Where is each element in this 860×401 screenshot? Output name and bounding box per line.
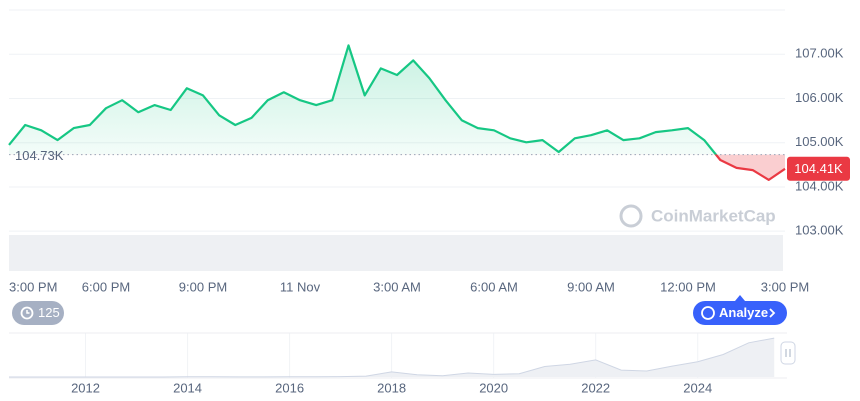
badge[interactable]: 125 <box>12 301 64 325</box>
y-tick-label: 106.00K <box>795 90 844 105</box>
navigator-area <box>9 338 775 377</box>
navigator-tick-label: 2022 <box>581 380 610 395</box>
x-tick-label: 6:00 AM <box>470 279 518 294</box>
x-tick-label: 3:00 AM <box>373 279 421 294</box>
watermark: CoinMarketCap <box>619 204 776 228</box>
x-tick-label: 11 Nov <box>280 279 321 294</box>
x-tick-label: 6:00 PM <box>82 279 130 294</box>
area-fill <box>9 45 785 180</box>
clock-icon <box>20 306 34 320</box>
y-tick-label: 104.00K <box>795 178 844 193</box>
watermark-logo <box>619 204 643 228</box>
navigator-tick-label: 2012 <box>71 380 100 395</box>
y-tick-label: 105.00K <box>795 134 844 149</box>
navigator-tick-label: 2016 <box>275 380 304 395</box>
x-tick-label: 12:00 PM <box>660 279 716 294</box>
clock-hand <box>26 310 30 314</box>
button-icon <box>701 306 715 320</box>
x-tick-label: 3:00 PM <box>9 279 57 294</box>
x-tick-label: 3:00 PM <box>761 279 809 294</box>
reference-label: 104.73K <box>15 148 64 163</box>
y-tick-label: 107.00K <box>795 46 844 61</box>
x-tick-label: 9:00 PM <box>179 279 227 294</box>
handle-grip <box>785 349 791 357</box>
button-pointer <box>735 295 745 301</box>
x-tick-label: 9:00 AM <box>567 279 615 294</box>
button-text[interactable]: Analyze <box>719 305 768 320</box>
analyze-button[interactable]: Analyze <box>693 295 787 325</box>
y-tick-label: 103.00K <box>795 223 844 238</box>
current-price-label: 104.41K <box>794 161 843 176</box>
button-bg[interactable] <box>693 301 787 325</box>
navigator-tick-label: 2014 <box>173 380 202 395</box>
button-chevron <box>769 308 776 318</box>
badge-text: 125 <box>38 305 60 320</box>
volume-band <box>9 235 783 271</box>
navigator-tick-label: 2020 <box>479 380 508 395</box>
price-line <box>8 44 786 181</box>
navigator-tick-label: 2024 <box>683 380 712 395</box>
navigator-line <box>9 337 775 378</box>
navigator-handle[interactable] <box>780 341 796 365</box>
navigator-tick-label: 2018 <box>377 380 406 395</box>
watermark-text: CoinMarketCap <box>651 206 776 225</box>
current-price-badge <box>787 156 850 181</box>
